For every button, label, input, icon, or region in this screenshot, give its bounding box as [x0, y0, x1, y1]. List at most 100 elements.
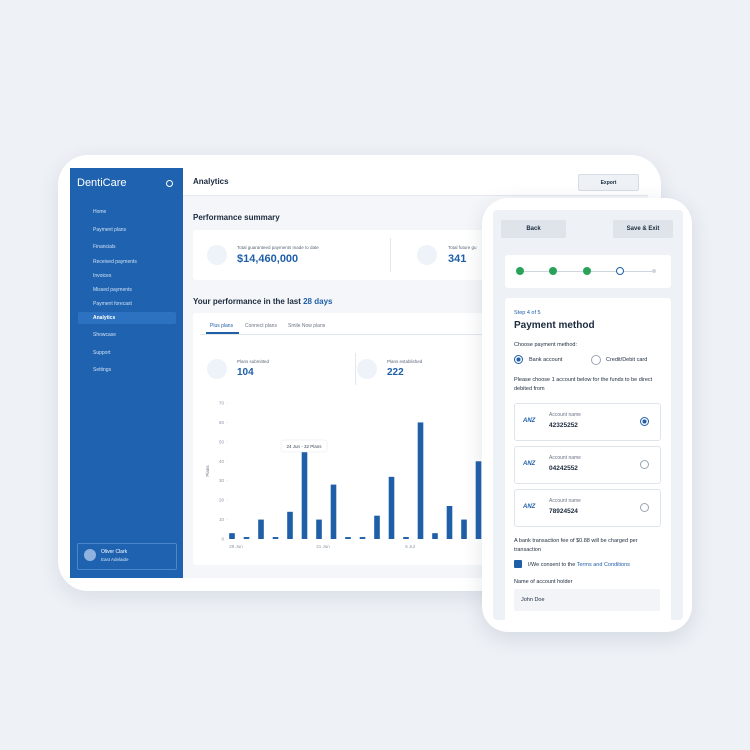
x-tick-label: 21 Jun [316, 544, 330, 549]
tab[interactable]: Connect plans [245, 323, 277, 329]
bar [359, 537, 366, 539]
subnav-item[interactable]: Missed payments [93, 287, 132, 293]
nav-item[interactable]: Showcase [93, 332, 117, 338]
tab-line [200, 334, 490, 335]
account-label: Account name [549, 498, 581, 504]
nav-item[interactable]: Support [93, 350, 111, 356]
subnav-item[interactable]: Analytics [93, 315, 116, 321]
brand: DentiCare [77, 177, 127, 189]
export-button[interactable]: Export [578, 174, 639, 191]
step-done [549, 267, 557, 275]
fee-note: A bank transaction fee of $0.88 will be … [514, 538, 638, 553]
stat-label: Plans submitted [237, 359, 270, 364]
subnav-item[interactable]: Payment forecast [93, 301, 132, 307]
bar [388, 476, 395, 539]
radio-selected[interactable] [640, 417, 649, 426]
summary-label: Total guaranteed payments made to date [237, 245, 319, 250]
page-title: Analytics [193, 177, 229, 186]
bar [475, 461, 482, 539]
summary-value: $14,460,000 [237, 253, 299, 265]
section-title-text: Your performance in the last [193, 297, 301, 306]
user-location: East Adelaide [101, 557, 129, 562]
bar [301, 451, 308, 539]
divider [355, 353, 356, 385]
bar [243, 537, 250, 539]
account-card[interactable] [514, 489, 661, 527]
icon [207, 245, 227, 265]
bar [461, 519, 467, 539]
section-title: Your performance in the last 28 days [193, 297, 332, 306]
step-label: Step 4 of 5 [514, 310, 541, 316]
y-tick-label: 50 [219, 439, 225, 444]
y-tick-label: 20 [219, 498, 225, 503]
bar [403, 537, 409, 539]
y-tick-label: 10 [219, 517, 225, 522]
account-label: Account name [549, 455, 581, 461]
bank-logo: ANZ [523, 418, 536, 424]
performance-card [193, 313, 493, 565]
icon [207, 359, 227, 379]
save-button[interactable]: Save & Exit [613, 220, 673, 238]
account-number: 04242552 [549, 465, 578, 472]
form-title: Payment method [514, 320, 595, 331]
divider [390, 238, 391, 272]
consent-text: I/We consent to the [528, 562, 576, 568]
bar [330, 484, 337, 539]
summary-value: 341 [448, 253, 467, 265]
stat-value: 222 [387, 367, 404, 378]
nav-item[interactable]: Payment plans [93, 227, 127, 233]
tab-underline [206, 332, 239, 334]
y-axis-label: Plans [205, 465, 210, 477]
subnav-item[interactable]: Invoices [93, 273, 112, 279]
field-label: Name of account holder [514, 579, 573, 585]
nav-item[interactable]: Financials [93, 244, 116, 250]
subnav-item[interactable]: Received payments [93, 259, 137, 265]
nav-item[interactable]: Settings [93, 367, 112, 373]
radio[interactable] [640, 460, 649, 469]
bar [345, 537, 351, 539]
x-tick-label: 5 Jul [405, 544, 415, 549]
account-number: 78924524 [549, 508, 578, 515]
input[interactable] [514, 589, 660, 611]
period[interactable]: 28 days [303, 297, 333, 306]
y-tick-label: 30 [219, 478, 225, 483]
radio[interactable] [591, 355, 601, 365]
terms-link[interactable]: Terms and Conditions [576, 562, 630, 568]
tab[interactable]: Smile Now plans [288, 323, 326, 329]
checkbox[interactable] [514, 560, 522, 568]
avatar [84, 549, 96, 561]
step-todo [652, 269, 656, 273]
phone-screen: Back Save & Exit Step 4 of 5 Payment met… [493, 210, 683, 620]
active-bg [78, 312, 176, 324]
account-card[interactable] [514, 446, 661, 484]
field-label: Choose payment method: [514, 342, 577, 348]
nav-item[interactable]: Home [93, 209, 107, 215]
summary-card [193, 230, 493, 280]
bar [258, 519, 264, 539]
step-done [516, 267, 524, 275]
account-card[interactable] [514, 403, 661, 441]
user-box[interactable] [77, 543, 177, 570]
input-value: John Doe [521, 597, 545, 603]
tooltip: 24 Jun - 32 Plans [286, 444, 322, 449]
bar [446, 505, 453, 539]
summary-label: Total future gu [448, 245, 477, 250]
user-name: Oliver Clark [101, 549, 128, 555]
back-button[interactable]: Back [501, 220, 566, 238]
y-tick-label: 70 [219, 401, 225, 406]
bar [229, 533, 235, 539]
bar [287, 511, 293, 539]
step-done [583, 267, 591, 275]
bell-icon[interactable] [166, 180, 173, 187]
tab-active[interactable]: Plus plans [210, 323, 234, 329]
radio-selected[interactable] [514, 355, 523, 364]
stat-label: Plans established [387, 359, 423, 364]
step-current [616, 267, 624, 275]
bar [432, 533, 438, 539]
y-tick-label: 60 [219, 420, 225, 425]
account-number: 42325252 [549, 422, 578, 429]
icon [417, 245, 437, 265]
radio[interactable] [640, 503, 649, 512]
